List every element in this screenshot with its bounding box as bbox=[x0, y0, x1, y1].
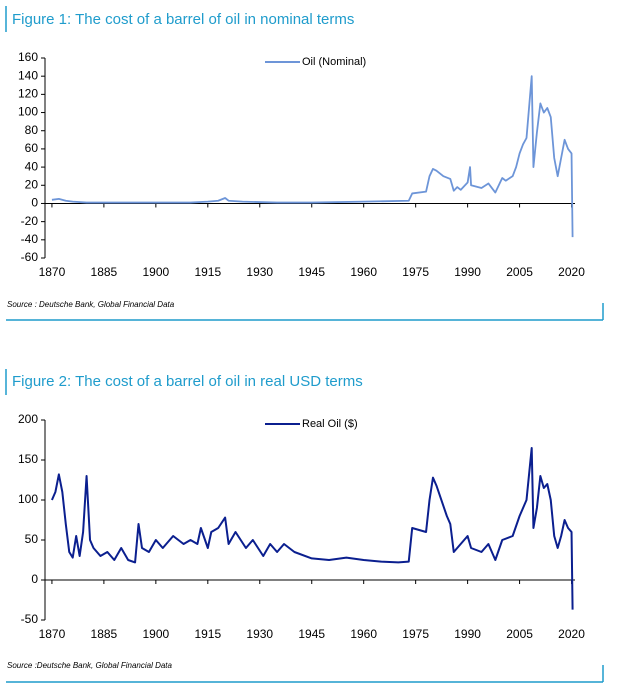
y-tick-label: 40 bbox=[25, 159, 39, 173]
x-tick-label: 2005 bbox=[506, 265, 533, 279]
x-tick-label: 1960 bbox=[350, 265, 377, 279]
y-tick-label: -40 bbox=[21, 232, 39, 246]
x-tick-label: 1975 bbox=[402, 265, 429, 279]
y-tick-label: 140 bbox=[18, 68, 38, 82]
x-tick-label: 1870 bbox=[39, 627, 66, 641]
x-tick-label: 1915 bbox=[194, 265, 221, 279]
x-tick-label: 1915 bbox=[194, 627, 221, 641]
y-tick-label: 0 bbox=[31, 572, 38, 586]
figure-title: Figure 2: The cost of a barrel of oil in… bbox=[12, 373, 363, 390]
x-tick-label: 1885 bbox=[91, 627, 118, 641]
legend-label: Real Oil ($) bbox=[302, 418, 358, 430]
x-tick-label: 1945 bbox=[298, 265, 325, 279]
x-tick-label: 1945 bbox=[298, 627, 325, 641]
data-line bbox=[51, 75, 574, 238]
x-tick-label: 1960 bbox=[350, 627, 377, 641]
y-tick-label: -20 bbox=[21, 214, 39, 228]
y-tick-label: 50 bbox=[25, 532, 39, 546]
source: Source :Deutsche Bank, Global Financial … bbox=[7, 661, 173, 670]
figure-title: Figure 1: The cost of a barrel of oil in… bbox=[12, 11, 354, 28]
x-tick-label: 1990 bbox=[454, 265, 481, 279]
y-tick-label: 60 bbox=[25, 141, 39, 155]
x-tick-label: 1870 bbox=[39, 265, 66, 279]
y-tick-label: 120 bbox=[18, 87, 38, 101]
y-tick-label: -60 bbox=[21, 250, 39, 264]
y-tick-label: 150 bbox=[18, 452, 38, 466]
x-tick-label: 1900 bbox=[142, 627, 169, 641]
x-tick-label: 1900 bbox=[142, 265, 169, 279]
x-tick-label: 2005 bbox=[506, 627, 533, 641]
x-tick-label: 1930 bbox=[246, 265, 273, 279]
source: Source : Deutsche Bank, Global Financial… bbox=[7, 300, 175, 309]
x-tick-label: 2020 bbox=[558, 265, 585, 279]
y-tick-label: 100 bbox=[18, 105, 38, 119]
x-tick-label: 1885 bbox=[91, 265, 118, 279]
y-tick-label: 100 bbox=[18, 492, 38, 506]
x-tick-label: 2020 bbox=[558, 627, 585, 641]
y-tick-label: -50 bbox=[21, 612, 39, 626]
y-tick-label: 20 bbox=[25, 177, 39, 191]
data-line bbox=[51, 447, 574, 610]
x-tick-label: 1990 bbox=[454, 627, 481, 641]
y-tick-label: 160 bbox=[18, 50, 38, 64]
x-tick-label: 1930 bbox=[246, 627, 273, 641]
y-tick-label: 0 bbox=[31, 196, 38, 210]
x-tick-label: 1975 bbox=[402, 627, 429, 641]
legend-label: Oil (Nominal) bbox=[302, 56, 366, 68]
y-tick-label: 80 bbox=[25, 123, 39, 137]
y-tick-label: 200 bbox=[18, 412, 38, 426]
